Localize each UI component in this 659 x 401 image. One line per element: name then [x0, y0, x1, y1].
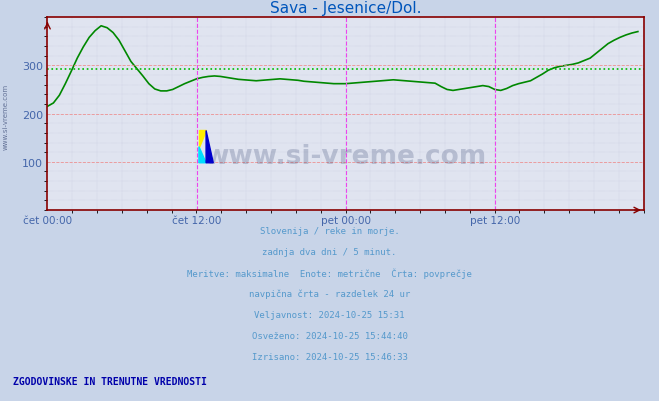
Text: Osveženo: 2024-10-25 15:44:40: Osveženo: 2024-10-25 15:44:40: [252, 331, 407, 340]
Text: pet 00:00: pet 00:00: [321, 215, 370, 225]
Text: www.si-vreme.com: www.si-vreme.com: [2, 83, 9, 149]
Polygon shape: [206, 131, 214, 163]
Text: pet 12:00: pet 12:00: [470, 215, 520, 225]
Text: zadnja dva dni / 5 minut.: zadnja dva dni / 5 minut.: [262, 247, 397, 256]
Text: Meritve: maksimalne  Enote: metrične  Črta: povprečje: Meritve: maksimalne Enote: metrične Črta…: [187, 268, 472, 279]
Text: navpična črta - razdelek 24 ur: navpična črta - razdelek 24 ur: [249, 289, 410, 299]
Text: Izrisano: 2024-10-25 15:46:33: Izrisano: 2024-10-25 15:46:33: [252, 352, 407, 360]
Text: maks.:: maks.:: [221, 400, 256, 401]
Text: www.si-vreme.com: www.si-vreme.com: [204, 144, 487, 170]
Polygon shape: [199, 131, 206, 147]
Text: čet 12:00: čet 12:00: [172, 215, 221, 225]
Text: Slovenija / reke in morje.: Slovenija / reke in morje.: [260, 227, 399, 235]
Text: povpr.:: povpr.:: [155, 400, 196, 401]
Text: čet 00:00: čet 00:00: [23, 215, 72, 225]
Title: Sava - Jesenice/Dol.: Sava - Jesenice/Dol.: [270, 0, 421, 16]
Text: ZGODOVINSKE IN TRENUTNE VREDNOSTI: ZGODOVINSKE IN TRENUTNE VREDNOSTI: [13, 377, 207, 387]
Text: sedaj:: sedaj:: [13, 400, 48, 401]
Text: Sava - Jesenice/Dol.: Sava - Jesenice/Dol.: [303, 400, 420, 401]
Text: min.:: min.:: [89, 400, 119, 401]
Text: Veljavnost: 2024-10-25 15:31: Veljavnost: 2024-10-25 15:31: [254, 310, 405, 319]
Polygon shape: [199, 147, 206, 163]
